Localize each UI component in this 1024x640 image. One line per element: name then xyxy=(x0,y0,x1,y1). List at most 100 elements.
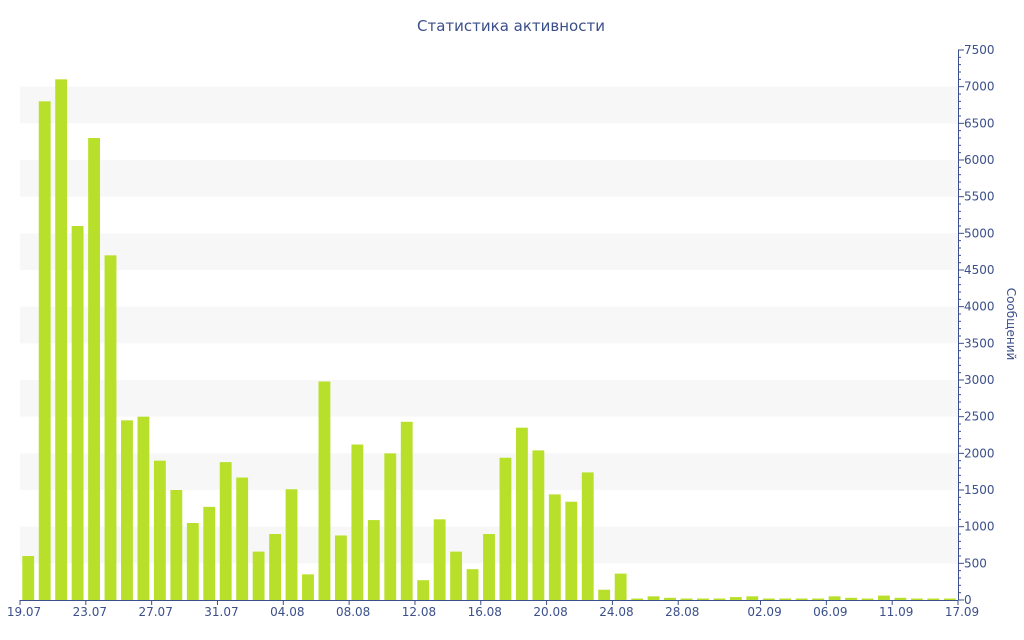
x-tick-label: 20.08 xyxy=(533,605,567,619)
bar xyxy=(104,255,117,600)
y-tick-label: 3500 xyxy=(964,336,995,350)
bar xyxy=(515,427,528,600)
grid-band xyxy=(20,86,958,124)
y-tick-label: 5000 xyxy=(964,226,995,240)
x-tick-label: 31.07 xyxy=(204,605,238,619)
bar xyxy=(367,520,380,600)
bar xyxy=(713,598,726,600)
bar xyxy=(252,551,265,600)
bar xyxy=(22,556,35,600)
bar xyxy=(631,598,644,600)
y-tick-label: 3000 xyxy=(964,373,995,387)
bar xyxy=(828,596,841,600)
bar xyxy=(861,598,874,600)
bar xyxy=(614,573,627,600)
x-tick-label: 24.08 xyxy=(599,605,633,619)
bar xyxy=(927,598,940,600)
bar xyxy=(153,460,166,600)
y-tick-label: 4000 xyxy=(964,300,995,314)
bar xyxy=(812,598,825,600)
bar xyxy=(483,534,495,600)
y-tick-label: 6000 xyxy=(964,153,995,167)
y-tick-label: 2500 xyxy=(964,410,995,424)
grid-bands xyxy=(20,86,958,564)
bar xyxy=(466,569,479,600)
bar xyxy=(88,138,100,600)
grid-band xyxy=(20,306,958,344)
bar xyxy=(680,598,693,600)
bar xyxy=(318,381,331,600)
bar xyxy=(38,101,51,600)
bar xyxy=(334,535,347,600)
bar xyxy=(729,597,742,600)
y-tick-label: 1000 xyxy=(964,520,995,534)
bar xyxy=(598,589,611,600)
bar xyxy=(351,444,364,600)
bar xyxy=(400,421,413,600)
y-axis-label: Сообщений xyxy=(1004,288,1018,361)
y-tick-label: 7000 xyxy=(964,80,995,94)
bar xyxy=(746,596,759,600)
y-tick-label: 7500 xyxy=(964,43,995,57)
x-tick-label: 12.08 xyxy=(402,605,436,619)
y-tick-label: 0 xyxy=(964,593,972,607)
bar xyxy=(845,597,857,600)
bar xyxy=(910,598,923,600)
x-tick-label: 27.07 xyxy=(138,605,172,619)
bar xyxy=(121,420,133,600)
x-tick-label: 08.08 xyxy=(336,605,370,619)
y-tick-label: 1500 xyxy=(964,483,995,497)
y-tick-label: 2000 xyxy=(964,446,995,460)
bar xyxy=(384,453,397,600)
x-tick-label: 02.09 xyxy=(747,605,781,619)
bar xyxy=(581,472,594,600)
bar xyxy=(943,598,956,600)
chart-title: Статистика активности xyxy=(417,17,605,35)
grid-band xyxy=(20,453,958,490)
y-tick-label: 500 xyxy=(964,556,987,570)
bar xyxy=(878,595,890,600)
x-axis: 19.07 23.07 27.07 31.07 04.08 08.08 12.08 16.08… xyxy=(7,600,979,619)
bar xyxy=(795,598,808,600)
x-tick-label: 11.09 xyxy=(879,605,913,619)
y-tick-label: 6500 xyxy=(964,116,995,130)
bar xyxy=(219,462,232,600)
y-axis: 0 500 1000 1500 2000 2500 3000 3500 4000 4500 5000… xyxy=(958,43,995,607)
bar xyxy=(762,598,775,600)
bar xyxy=(779,598,792,600)
bar xyxy=(285,489,298,600)
bar xyxy=(203,506,216,600)
bar xyxy=(417,580,430,600)
bar xyxy=(137,416,150,600)
bar xyxy=(894,597,907,600)
x-tick-label: 28.08 xyxy=(665,605,699,619)
bar xyxy=(532,450,545,600)
grid-band xyxy=(20,160,958,197)
bar xyxy=(450,551,463,600)
bar xyxy=(71,226,84,600)
grid-band xyxy=(20,233,958,270)
bar xyxy=(499,457,512,600)
bar xyxy=(55,79,68,600)
bar xyxy=(236,477,249,600)
bar xyxy=(697,598,709,600)
bars xyxy=(22,79,956,600)
bar xyxy=(548,494,561,600)
bar xyxy=(664,597,676,600)
x-tick-label: 06.09 xyxy=(813,605,847,619)
x-tick-label: 17.09 xyxy=(945,605,979,619)
bar xyxy=(170,490,183,600)
x-tick-label: 23.07 xyxy=(73,605,107,619)
grid-band xyxy=(20,380,958,417)
bar xyxy=(565,501,578,600)
bar xyxy=(302,574,314,600)
x-tick-label: 16.08 xyxy=(468,605,502,619)
bar xyxy=(433,519,446,600)
y-tick-label: 5500 xyxy=(964,190,995,204)
bar xyxy=(269,534,281,600)
x-tick-label: 04.08 xyxy=(270,605,304,619)
bar xyxy=(186,523,199,600)
y-tick-label: 4500 xyxy=(964,263,995,277)
bar xyxy=(647,596,660,600)
